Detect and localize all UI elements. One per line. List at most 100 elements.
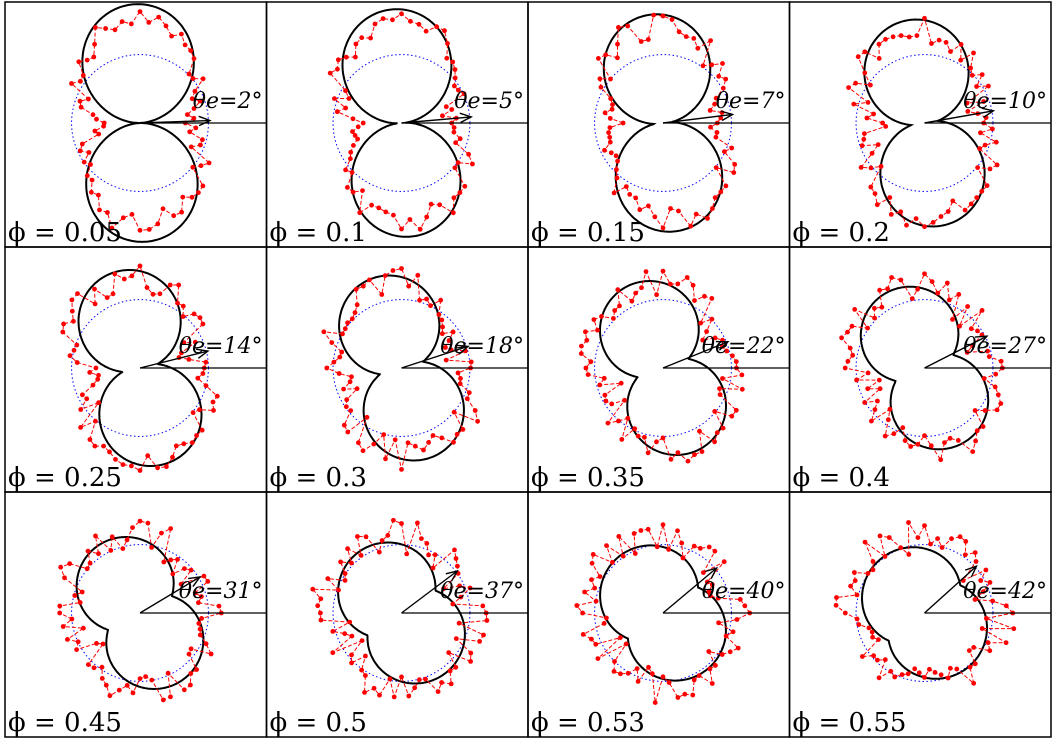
measured-point <box>198 163 204 169</box>
measured-point <box>196 190 201 196</box>
measured-point <box>629 298 635 304</box>
measured-point <box>958 57 964 63</box>
measured-point <box>74 647 79 652</box>
measured-point <box>891 431 897 437</box>
measured-point <box>979 72 985 77</box>
measured-point <box>85 548 91 554</box>
measured-point <box>441 586 446 592</box>
measured-point <box>93 418 98 424</box>
theta-e-arrowhead <box>456 344 470 355</box>
measured-point <box>137 227 143 233</box>
measured-point <box>360 283 366 289</box>
measured-point <box>129 212 135 217</box>
measured-point <box>584 337 590 343</box>
measured-point <box>593 598 599 604</box>
polar-panel: θe=42° ϕ = 0.55 <box>788 491 1052 738</box>
measured-point <box>876 675 882 681</box>
measured-point <box>168 526 174 531</box>
measured-point <box>944 280 950 286</box>
measured-point <box>107 449 112 455</box>
measured-point <box>676 29 682 35</box>
measured-point <box>348 156 353 162</box>
measured-point <box>971 50 976 56</box>
measured-point <box>399 11 404 17</box>
measured-point <box>348 149 354 155</box>
measured-point <box>679 540 685 546</box>
measured-point <box>145 453 151 459</box>
measured-point <box>690 282 696 288</box>
measured-point <box>444 55 450 61</box>
model-curve <box>859 285 990 451</box>
measured-point <box>856 622 862 627</box>
measured-point <box>865 370 871 376</box>
theta-e-arrowhead <box>459 112 473 124</box>
measured-point <box>683 34 689 39</box>
measured-point <box>885 417 891 423</box>
measured-point <box>986 83 991 89</box>
theta-e-arrowhead <box>188 575 202 588</box>
measured-point <box>623 184 629 190</box>
measured-point <box>614 167 619 173</box>
measured-point <box>399 467 404 472</box>
measured-point <box>206 160 212 166</box>
polar-panel: θe=22° ϕ = 0.35 <box>527 246 791 493</box>
measured-point <box>583 365 589 371</box>
measured-point <box>357 210 363 216</box>
measured-point <box>90 112 96 118</box>
measured-point <box>434 24 439 30</box>
measured-point <box>175 300 180 306</box>
measured-point <box>854 592 860 598</box>
measured-point <box>974 195 980 201</box>
measured-point <box>978 130 983 136</box>
measured-point <box>892 674 898 680</box>
measured-point <box>187 129 193 135</box>
measured-point <box>81 159 87 165</box>
measured-point <box>84 396 90 402</box>
measured-point <box>965 304 970 309</box>
measured-point <box>651 12 656 18</box>
polar-panel: θe=27° ϕ = 0.4 <box>788 246 1052 493</box>
measured-point <box>868 165 874 171</box>
measured-point <box>872 305 877 311</box>
panel-plot-area <box>833 520 1051 686</box>
measured-point <box>682 691 688 697</box>
theta-e-arrow <box>662 341 729 369</box>
measured-point <box>468 650 474 656</box>
measured-point <box>157 291 163 297</box>
measured-point <box>399 226 404 232</box>
measured-point <box>205 579 211 584</box>
measured-point <box>607 116 613 121</box>
measured-point <box>200 321 206 327</box>
theta-e-arrowhead <box>198 115 212 127</box>
measured-point <box>596 56 601 61</box>
measured-point <box>179 209 185 215</box>
measured-point <box>452 165 458 171</box>
measured-point <box>450 210 456 216</box>
measured-point <box>922 15 927 21</box>
measured-point <box>601 375 607 381</box>
measured-point <box>362 690 367 695</box>
measured-point <box>947 665 953 671</box>
measured-point <box>191 56 197 61</box>
measured-point <box>716 73 722 79</box>
measured-point <box>416 21 422 27</box>
measured-point <box>90 382 96 388</box>
measured-point <box>179 31 184 37</box>
measured-point <box>875 657 880 663</box>
measured-point <box>468 359 474 365</box>
measured-point <box>688 223 694 229</box>
measured-point <box>447 668 453 674</box>
measured-point <box>607 139 613 145</box>
phi-label: ϕ = 0.5 <box>270 708 367 738</box>
measured-point <box>452 83 457 89</box>
measured-point <box>376 549 382 555</box>
measured-point <box>69 297 75 303</box>
measured-point <box>448 681 454 687</box>
measured-point <box>96 372 101 378</box>
measured-point <box>200 371 206 376</box>
measured-point <box>137 263 143 269</box>
measured-point <box>639 285 644 291</box>
polar-panel: θe=7° ϕ = 0.15 <box>527 1 791 248</box>
measured-point <box>697 428 702 434</box>
